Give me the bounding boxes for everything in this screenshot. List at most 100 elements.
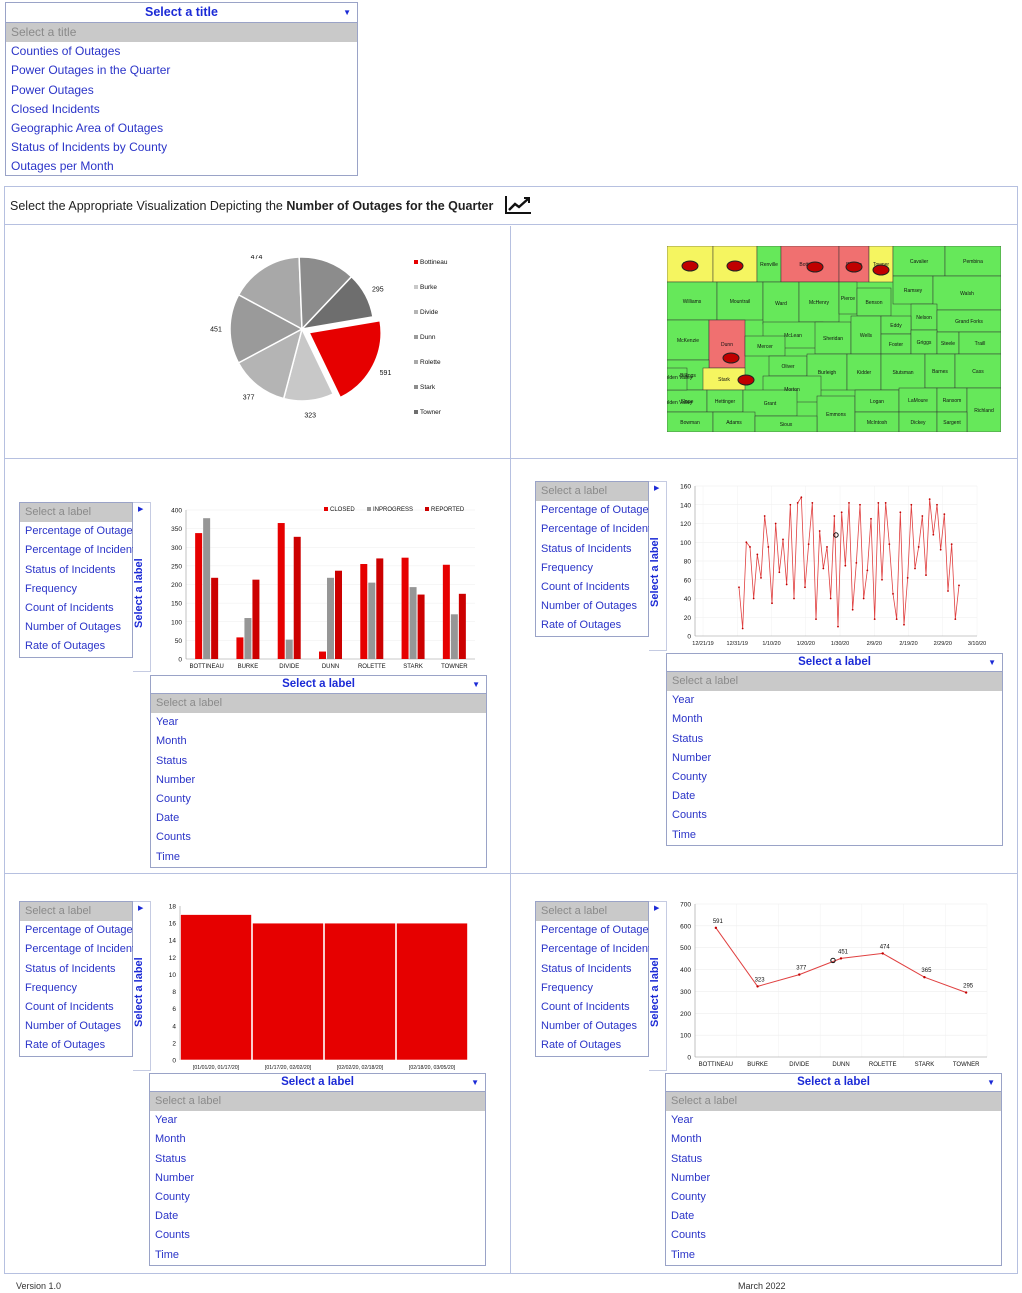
- label-option[interactable]: Time: [672, 828, 697, 841]
- outage-marker[interactable]: [681, 260, 699, 272]
- label-option[interactable]: Status: [155, 1152, 187, 1165]
- county-renville[interactable]: [756, 246, 782, 283]
- data-point[interactable]: [923, 976, 926, 979]
- data-point[interactable]: [906, 576, 909, 579]
- county-towner[interactable]: [868, 246, 894, 283]
- county-cavalier[interactable]: [892, 246, 946, 277]
- caret-right-icon[interactable]: ▶: [654, 905, 660, 912]
- label-dropdown-header[interactable]: Select a label ▼: [151, 676, 486, 694]
- title-option[interactable]: Geographic Area of Outages: [11, 120, 164, 135]
- outage-marker[interactable]: [845, 261, 863, 273]
- data-point[interactable]: [767, 546, 770, 548]
- label-option[interactable]: Rate of Outages: [25, 1039, 106, 1052]
- title-option[interactable]: Counties of Outages: [11, 44, 121, 59]
- county-cass[interactable]: [954, 353, 1001, 389]
- data-point[interactable]: [804, 586, 806, 589]
- data-point[interactable]: [807, 543, 810, 546]
- data-point[interactable]: [749, 546, 751, 548]
- data-point[interactable]: [947, 590, 949, 592]
- label-dropdown-header[interactable]: Select a label ▼: [667, 654, 1002, 672]
- side-label-selector[interactable]: ▶ Select a label: [133, 901, 151, 1071]
- label-option[interactable]: County: [671, 1190, 706, 1203]
- label-option[interactable]: Percentage of Incidents: [25, 943, 141, 956]
- label-option[interactable]: Select a label: [666, 1092, 1001, 1112]
- label-option[interactable]: Counts: [155, 1229, 190, 1242]
- title-dropdown-header[interactable]: Select a title ▼: [6, 3, 357, 23]
- label-option[interactable]: Month: [671, 1133, 702, 1146]
- bar-closed-rolette[interactable]: [360, 564, 368, 659]
- data-point[interactable]: [899, 511, 902, 514]
- bar-inprogress-divide[interactable]: [285, 639, 293, 659]
- label-option[interactable]: Frequency: [541, 561, 593, 574]
- data-point[interactable]: [964, 991, 968, 994]
- data-point[interactable]: [789, 503, 792, 506]
- label-option[interactable]: Month: [156, 735, 187, 748]
- bar-inprogress-bottineau[interactable]: [203, 518, 211, 659]
- data-point[interactable]: [756, 985, 759, 988]
- outage-marker[interactable]: [737, 374, 755, 386]
- histogram-chart[interactable]: 0 2 4 6 8 10 12 14 16 18 [01/01/20, 01/17/20] [01/1…: [150, 898, 480, 1074]
- data-point[interactable]: [892, 592, 894, 595]
- data-point[interactable]: [829, 597, 832, 600]
- county-mountrail[interactable]: [716, 281, 764, 321]
- data-point[interactable]: [888, 543, 891, 546]
- label-option[interactable]: Percentage of Outages: [25, 924, 139, 937]
- label-dropdown-bottom[interactable]: Select a label ▼ Select a label Year Month St…: [150, 675, 487, 868]
- data-point[interactable]: [800, 496, 803, 499]
- bar-closed-bottineau[interactable]: [195, 533, 203, 659]
- label-option[interactable]: Counts: [156, 831, 191, 844]
- label-option[interactable]: Time: [155, 1248, 180, 1261]
- label-option[interactable]: Number of Outages: [25, 621, 121, 634]
- data-point[interactable]: [793, 597, 795, 600]
- bar-inprogress-rolette[interactable]: [368, 582, 376, 659]
- chevron-down-icon[interactable]: ▼: [987, 1078, 995, 1087]
- label-dropdown-bottom[interactable]: Select a label ▼ Select a label Year Month St…: [665, 1073, 1002, 1266]
- data-point[interactable]: [745, 541, 748, 544]
- label-option[interactable]: Time: [671, 1248, 696, 1261]
- label-option[interactable]: Percentage of Outages: [25, 525, 139, 538]
- bar-reported-divide[interactable]: [293, 536, 301, 659]
- outage-marker[interactable]: [722, 352, 740, 364]
- county-benson[interactable]: [856, 287, 892, 317]
- county-pembina[interactable]: [944, 246, 1001, 277]
- data-point[interactable]: [818, 530, 821, 532]
- county-mercer[interactable]: [744, 335, 786, 357]
- side-label-selector[interactable]: ▶ Select a label: [649, 481, 667, 651]
- label-option[interactable]: Counts: [672, 809, 707, 822]
- label-list-left[interactable]: Select a label Percentage of Outages Perce…: [19, 901, 141, 1057]
- label-option[interactable]: Frequency: [25, 981, 77, 994]
- data-point[interactable]: [796, 501, 799, 504]
- data-point[interactable]: [756, 553, 759, 556]
- data-point[interactable]: [881, 952, 884, 955]
- county-map[interactable]: DivideBurkeRenvilleBottineauRoletteTowne…: [667, 246, 1001, 432]
- label-option[interactable]: Date: [672, 790, 696, 803]
- data-point[interactable]: [881, 578, 883, 581]
- data-point[interactable]: [848, 501, 850, 504]
- label-option[interactable]: Number: [671, 1171, 711, 1184]
- label-option[interactable]: Year: [155, 1114, 178, 1127]
- outage-marker[interactable]: [726, 260, 744, 272]
- label-option[interactable]: Status of Incidents: [541, 962, 632, 975]
- label-list-left[interactable]: Select a label Percentage of Outages Perce…: [535, 901, 657, 1057]
- label-dropdown-header[interactable]: Select a label ▼: [150, 1074, 485, 1092]
- label-option[interactable]: Date: [671, 1210, 695, 1223]
- bar-reported-bottineau[interactable]: [211, 577, 219, 659]
- pie-chart[interactable]: 591323377451474365295BottineauBurkeDivid…: [200, 255, 460, 425]
- label-option[interactable]: Number: [156, 773, 196, 786]
- data-point[interactable]: [903, 623, 905, 626]
- bar-reported-towner[interactable]: [458, 593, 466, 659]
- label-option[interactable]: Percentage of Incidents: [25, 544, 141, 557]
- county-williams[interactable]: [667, 281, 718, 321]
- label-option[interactable]: Select a label: [20, 902, 132, 922]
- label-option[interactable]: Number of Outages: [541, 1020, 637, 1033]
- label-option[interactable]: Time: [156, 850, 181, 863]
- histogram-bar[interactable]: [180, 914, 252, 1061]
- label-option[interactable]: Status: [672, 732, 704, 745]
- data-point[interactable]: [811, 501, 814, 504]
- data-point[interactable]: [877, 501, 880, 504]
- data-point[interactable]: [833, 515, 836, 517]
- label-option[interactable]: Date: [155, 1210, 179, 1223]
- bar-inprogress-stark[interactable]: [409, 587, 417, 659]
- pie-slice-rolette[interactable]: [237, 256, 303, 331]
- pie-slice-towner[interactable]: [299, 275, 374, 331]
